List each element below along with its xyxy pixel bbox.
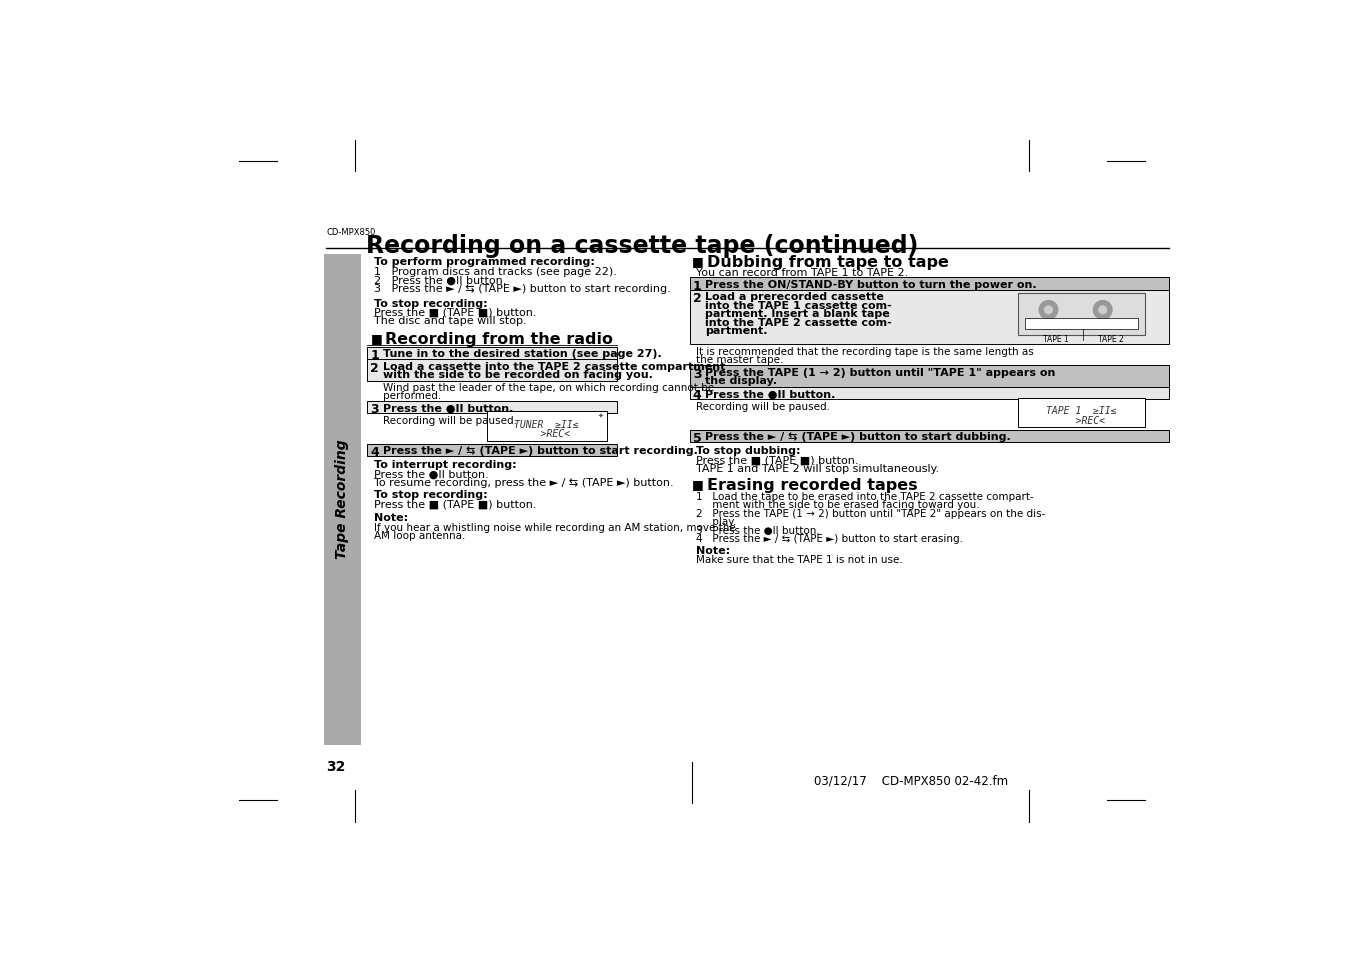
Text: Recording will be paused.: Recording will be paused. bbox=[382, 416, 517, 426]
Text: play.: play. bbox=[696, 517, 736, 527]
Text: 3   Press the ► / ⇆ (TAPE ►) button to start recording.: 3 Press the ► / ⇆ (TAPE ►) button to sta… bbox=[374, 284, 671, 294]
Text: To stop recording:: To stop recording: bbox=[374, 298, 488, 308]
Text: To stop recording:: To stop recording: bbox=[374, 490, 488, 499]
Text: Recording will be paused.: Recording will be paused. bbox=[696, 402, 830, 412]
Text: Press the ●II button.: Press the ●II button. bbox=[705, 389, 835, 399]
Text: Press the ■ (TAPE ■) button.: Press the ■ (TAPE ■) button. bbox=[374, 308, 536, 317]
Text: Note:: Note: bbox=[374, 513, 408, 523]
Text: TAPE 1 and TAPE 2 will stop simultaneously.: TAPE 1 and TAPE 2 will stop simultaneous… bbox=[696, 463, 939, 474]
Text: ment with the side to be erased facing toward you.: ment with the side to be erased facing t… bbox=[696, 499, 979, 510]
Text: 3   Press the ●II button.: 3 Press the ●II button. bbox=[696, 525, 820, 535]
Text: Tape Recording: Tape Recording bbox=[335, 439, 350, 558]
Bar bbox=[689, 291, 1169, 344]
Text: You can record from TAPE 1 to TAPE 2.: You can record from TAPE 1 to TAPE 2. bbox=[696, 268, 908, 277]
Text: Recording from the radio: Recording from the radio bbox=[385, 332, 613, 347]
Text: The disc and tape will stop.: The disc and tape will stop. bbox=[374, 315, 527, 326]
Text: Press the ■ (TAPE ■) button.: Press the ■ (TAPE ■) button. bbox=[374, 499, 536, 509]
Text: Erasing recorded tapes: Erasing recorded tapes bbox=[707, 477, 917, 493]
Text: 2: 2 bbox=[370, 361, 380, 375]
Text: 32: 32 bbox=[326, 759, 346, 773]
Text: To stop dubbing:: To stop dubbing: bbox=[696, 446, 800, 456]
Text: 1   Load the tape to be erased into the TAPE 2 cassette compart-: 1 Load the tape to be erased into the TA… bbox=[696, 491, 1034, 501]
Text: Press the ► / ⇆ (TAPE ►) button to start dubbing.: Press the ► / ⇆ (TAPE ►) button to start… bbox=[705, 432, 1011, 442]
Text: Note:: Note: bbox=[696, 545, 730, 555]
Text: CD-MPX850: CD-MPX850 bbox=[326, 228, 376, 237]
Bar bbox=[689, 388, 1169, 399]
Text: 1   Program discs and tracks (see page 22).: 1 Program discs and tracks (see page 22)… bbox=[374, 267, 617, 276]
Text: >REC<: >REC< bbox=[523, 429, 570, 439]
Text: 3: 3 bbox=[693, 368, 701, 380]
Bar bbox=[324, 255, 361, 745]
Text: ■: ■ bbox=[692, 255, 704, 268]
Text: If you hear a whistling noise while recording an AM station, move the: If you hear a whistling noise while reco… bbox=[374, 522, 736, 532]
Text: performed.: performed. bbox=[382, 391, 440, 400]
Text: Make sure that the TAPE 1 is not in use.: Make sure that the TAPE 1 is not in use. bbox=[696, 555, 902, 564]
Text: TAPE 1  ≥II≤: TAPE 1 ≥II≤ bbox=[1046, 406, 1117, 416]
Text: Press the ●II button.: Press the ●II button. bbox=[382, 403, 513, 413]
Text: 4: 4 bbox=[693, 389, 701, 402]
Text: 2: 2 bbox=[693, 292, 701, 305]
Text: TUNER  ≥II≤: TUNER ≥II≤ bbox=[515, 419, 580, 430]
Text: TAPE 2: TAPE 2 bbox=[1097, 335, 1124, 343]
Bar bbox=[1017, 398, 1146, 428]
Text: the display.: the display. bbox=[705, 375, 777, 386]
Text: Press the ●II button.: Press the ●II button. bbox=[374, 469, 489, 479]
Circle shape bbox=[1093, 301, 1112, 320]
Text: It is recommended that the recording tape is the same length as: It is recommended that the recording tap… bbox=[696, 347, 1034, 356]
Bar bbox=[367, 359, 617, 381]
Text: >REC<: >REC< bbox=[1058, 416, 1105, 425]
Text: partment.: partment. bbox=[705, 326, 767, 335]
Text: To interrupt recording:: To interrupt recording: bbox=[374, 459, 517, 470]
Circle shape bbox=[1044, 307, 1052, 314]
Text: Press the TAPE (1 → 2) button until "TAPE 1" appears on: Press the TAPE (1 → 2) button until "TAP… bbox=[705, 368, 1055, 377]
Circle shape bbox=[1098, 307, 1106, 314]
Text: To perform programmed recording:: To perform programmed recording: bbox=[374, 256, 596, 267]
Text: 1: 1 bbox=[693, 280, 701, 293]
Text: AM loop antenna.: AM loop antenna. bbox=[374, 531, 466, 540]
Bar bbox=[689, 278, 1169, 291]
Text: partment. Insert a blank tape: partment. Insert a blank tape bbox=[705, 309, 890, 319]
Circle shape bbox=[1039, 301, 1058, 320]
Bar bbox=[689, 366, 1169, 388]
Text: Wind past the leader of the tape, on which recording cannot be: Wind past the leader of the tape, on whi… bbox=[382, 383, 713, 393]
Text: ■: ■ bbox=[692, 477, 704, 491]
Text: Press the ► / ⇆ (TAPE ►) button to start recording.: Press the ► / ⇆ (TAPE ►) button to start… bbox=[382, 446, 697, 456]
Text: ✦: ✦ bbox=[597, 412, 604, 418]
Text: TAPE 1: TAPE 1 bbox=[1043, 335, 1069, 343]
Text: with the side to be recorded on facing you.: with the side to be recorded on facing y… bbox=[382, 370, 653, 379]
Text: Press the ON/STAND-BY button to turn the power on.: Press the ON/STAND-BY button to turn the… bbox=[705, 280, 1036, 290]
Text: 4   Press the ► / ⇆ (TAPE ►) button to start erasing.: 4 Press the ► / ⇆ (TAPE ►) button to sta… bbox=[696, 534, 963, 543]
Bar bbox=[367, 348, 617, 359]
Bar bbox=[486, 412, 607, 441]
Text: 5: 5 bbox=[693, 432, 701, 445]
Text: Dubbing from tape to tape: Dubbing from tape to tape bbox=[707, 255, 948, 270]
Text: ■: ■ bbox=[370, 332, 382, 345]
Text: Tune in to the desired station (see page 27).: Tune in to the desired station (see page… bbox=[382, 349, 662, 359]
Text: Press the ■ (TAPE ■) button.: Press the ■ (TAPE ■) button. bbox=[696, 456, 858, 465]
Bar bbox=[367, 401, 617, 414]
Text: Recording on a cassette tape (continued): Recording on a cassette tape (continued) bbox=[366, 233, 919, 257]
Bar bbox=[689, 431, 1169, 443]
Text: 1: 1 bbox=[370, 349, 380, 362]
Text: 2   Press the TAPE (1 → 2) button until "TAPE 2" appears on the dis-: 2 Press the TAPE (1 → 2) button until "T… bbox=[696, 508, 1046, 518]
Text: Load a cassette into the TAPE 2 cassette compartment: Load a cassette into the TAPE 2 cassette… bbox=[382, 361, 725, 372]
Text: into the TAPE 1 cassette com-: into the TAPE 1 cassette com- bbox=[705, 300, 892, 311]
Text: Load a prerecorded cassette: Load a prerecorded cassette bbox=[705, 292, 884, 302]
Text: 03/12/17    CD-MPX850 02-42.fm: 03/12/17 CD-MPX850 02-42.fm bbox=[815, 774, 1008, 786]
Text: 2   Press the ●II button.: 2 Press the ●II button. bbox=[374, 275, 507, 285]
Text: To resume recording, press the ► / ⇆ (TAPE ►) button.: To resume recording, press the ► / ⇆ (TA… bbox=[374, 477, 674, 487]
Text: 3: 3 bbox=[370, 403, 380, 416]
Bar bbox=[1017, 294, 1146, 335]
Text: 4: 4 bbox=[370, 446, 380, 458]
Bar bbox=[1025, 319, 1138, 330]
Text: the master tape.: the master tape. bbox=[696, 355, 784, 365]
Bar bbox=[367, 444, 617, 456]
Text: into the TAPE 2 cassette com-: into the TAPE 2 cassette com- bbox=[705, 317, 892, 328]
